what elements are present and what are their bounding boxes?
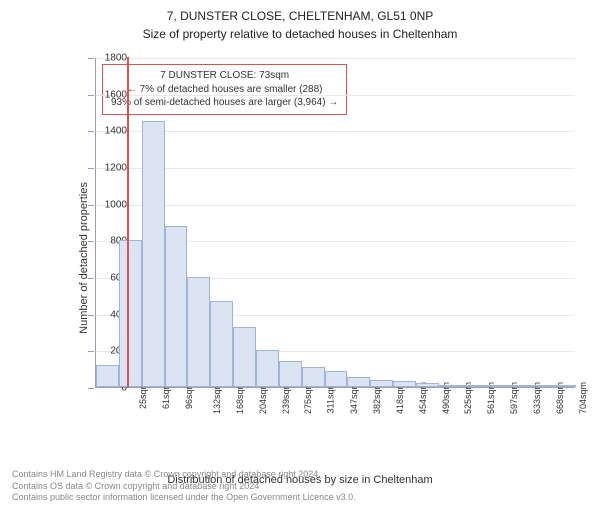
y-tick-label: 1400 [97,126,127,137]
y-tick-label: 1600 [97,89,127,100]
gridline [96,95,575,96]
chart-area: 7 DUNSTER CLOSE: 73sqm ← 7% of detached … [60,58,580,428]
footnote-line-1: Contains HM Land Registry data © Crown c… [12,469,356,481]
histogram-bar [553,385,576,387]
histogram-bar [347,377,370,387]
histogram-bar [507,385,530,387]
y-tick [88,388,94,389]
histogram-bar [165,226,188,387]
histogram-bar [485,385,508,387]
annotation-line-1: 7 DUNSTER CLOSE: 73sqm [111,69,338,83]
chart-container: 7, DUNSTER CLOSE, CHELTENHAM, GL51 0NP S… [0,8,600,508]
histogram-bar [325,371,348,387]
page-subtitle: Size of property relative to detached ho… [0,27,600,41]
footnote-line-3: Contains public sector information licen… [12,492,356,504]
gridline [96,205,575,206]
histogram-bar [142,121,165,387]
y-tick [88,95,94,96]
gridline [96,58,575,59]
footnote-line-2: Contains OS data © Crown copyright and d… [12,481,356,493]
histogram-bar [233,327,256,388]
histogram-bar [462,385,485,387]
footnote: Contains HM Land Registry data © Crown c… [12,469,356,504]
histogram-bar [210,301,233,387]
y-tick [88,278,94,279]
gridline [96,168,575,169]
property-marker-line [127,57,129,387]
gridline [96,131,575,132]
y-tick [88,168,94,169]
y-tick [88,58,94,59]
y-tick-label: 1000 [97,199,127,210]
y-tick [88,351,94,352]
histogram-bar [302,367,325,387]
histogram-bar [96,365,119,387]
page-title: 7, DUNSTER CLOSE, CHELTENHAM, GL51 0NP [0,8,600,25]
x-tick-label: 704sqm [578,382,588,414]
y-tick-label: 1800 [97,53,127,64]
histogram-bar [530,385,553,387]
annotation-box: 7 DUNSTER CLOSE: 73sqm ← 7% of detached … [102,64,347,115]
plot-area: 7 DUNSTER CLOSE: 73sqm ← 7% of detached … [95,58,575,388]
histogram-bar [256,350,279,387]
histogram-bar [439,385,462,387]
y-tick [88,241,94,242]
annotation-line-3: 93% of semi-detached houses are larger (… [111,96,338,110]
histogram-bar [416,383,439,387]
histogram-bar [119,240,142,387]
histogram-bar [279,361,302,387]
y-tick [88,315,94,316]
y-tick [88,205,94,206]
histogram-bar [393,381,416,387]
y-tick [88,131,94,132]
y-tick-label: 1200 [97,163,127,174]
histogram-bar [370,380,393,387]
histogram-bar [187,277,210,387]
